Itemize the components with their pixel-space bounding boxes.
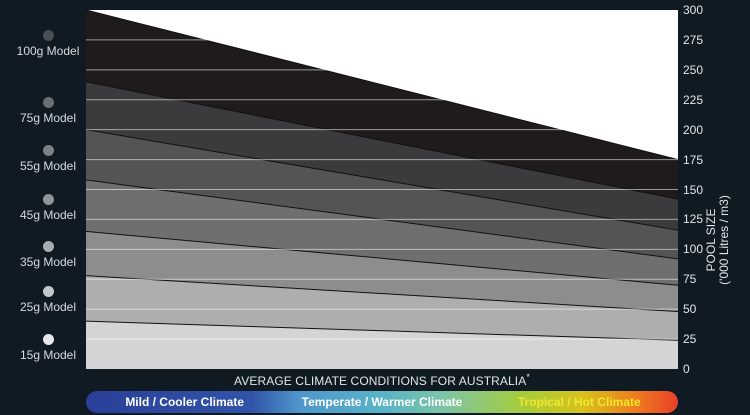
band-edge-line	[85, 81, 679, 200]
model-dot-icon	[43, 286, 54, 297]
y-tick-label: 200	[683, 122, 704, 137]
model-label: 75g Model	[19, 111, 77, 125]
climate-mild-label: Mild / Cooler Climate	[125, 395, 244, 409]
x-axis-title-text: AVERAGE CLIMATE CONDITIONS FOR AUSTRALIA	[234, 374, 527, 388]
model-label: 25g Model	[19, 300, 77, 314]
model-label: 100g Model	[16, 44, 80, 58]
area-band-15g-model	[86, 321, 678, 369]
y-tick-label: 150	[683, 182, 704, 197]
y-tick-label: 175	[683, 152, 704, 167]
y-tick-label: 275	[683, 32, 704, 47]
model-label: 35g Model	[19, 255, 77, 269]
model-dot-icon	[43, 194, 54, 205]
x-axis-title: AVERAGE CLIMATE CONDITIONS FOR AUSTRALIA…	[86, 372, 678, 388]
band-edge-line	[85, 275, 679, 313]
band-edge-line	[85, 230, 679, 286]
y-tick-label: 100	[683, 242, 704, 257]
climate-scale-bar: Mild / Cooler Climate Temperate / Warmer…	[86, 391, 678, 413]
y-tick-label: 25	[683, 332, 697, 347]
band-edge-line	[85, 320, 679, 341]
y-tick-label: 225	[683, 92, 704, 107]
model-dot-icon	[43, 97, 54, 108]
model-dot-icon	[43, 334, 54, 345]
climate-tropical-label: Tropical / Hot Climate	[517, 395, 641, 409]
band-edge-line	[85, 129, 679, 231]
model-label: 45g Model	[19, 208, 77, 222]
y-tick-label: 125	[683, 212, 704, 227]
y-tick-label: 75	[683, 272, 697, 287]
y-axis-title-line-2: ('000 Litres / m3)	[717, 195, 731, 285]
model-dot-icon	[43, 145, 54, 156]
y-tick-label: 250	[683, 62, 704, 77]
y-axis-title: POOL SIZE ('000 Litres / m3)	[704, 195, 731, 285]
y-tick-label: 50	[683, 302, 697, 317]
climate-temperate-label: Temperate / Warmer Climate	[301, 395, 463, 409]
y-tick-label: 300	[683, 3, 704, 17]
model-dot-icon	[43, 241, 54, 252]
model-label: 15g Model	[19, 348, 77, 362]
y-tick-label: 0	[683, 362, 690, 376]
model-dot-icon	[43, 30, 54, 41]
x-axis-title-mark: *	[526, 372, 530, 382]
band-edge-line	[85, 9, 679, 161]
model-label: 55g Model	[19, 159, 77, 173]
